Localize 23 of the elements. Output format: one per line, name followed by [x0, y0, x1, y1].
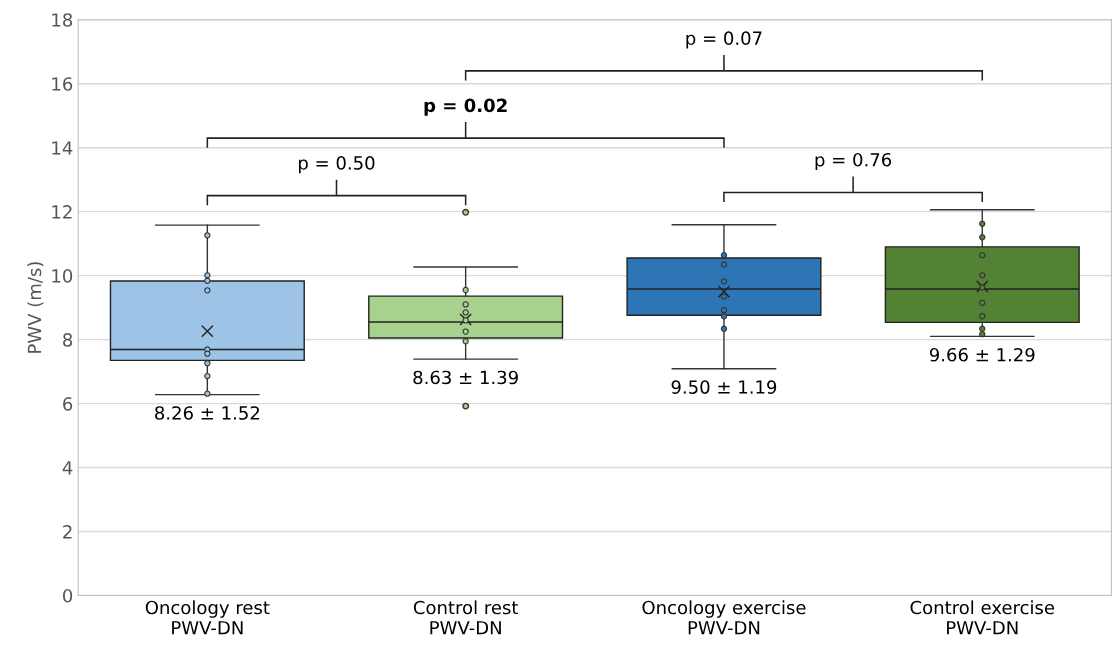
y-axis-title: PWV (m/s)	[27, 262, 44, 353]
annotation: p = 0.50	[299, 156, 375, 174]
annotation: p = 0.76	[815, 152, 892, 171]
y-tick-label: 0	[63, 588, 73, 603]
y-tick-label: 12	[52, 205, 72, 219]
y-tick-label: 14	[52, 141, 73, 155]
y-tick-label: 10	[52, 269, 73, 283]
y-tick-label: 16	[52, 77, 73, 91]
annotation: p = 0.07	[686, 31, 762, 49]
x-tick-label: Control exercise PWV-DN	[910, 600, 1055, 635]
x-tick-label: Oncology exercise PWV-DN	[642, 600, 806, 635]
x-tick-label: Control rest PWV-DN	[413, 600, 519, 635]
annotation: 8.63 ± 1.39	[413, 370, 518, 385]
y-tick-label: 18	[52, 13, 73, 27]
annotation: 8.26 ± 1.52	[155, 406, 260, 420]
y-tick-label: 8	[63, 333, 73, 347]
y-tick-label: 2	[63, 524, 72, 539]
y-tick-label: 4	[62, 461, 73, 475]
y-tick-label: 6	[63, 397, 73, 411]
annotation: 9.50 ± 1.19	[671, 380, 777, 394]
x-tick-label: Oncology rest PWV-DN	[145, 600, 270, 635]
annotation: p = 0.02	[424, 98, 507, 116]
annotation: 9.66 ± 1.29	[929, 347, 1035, 362]
